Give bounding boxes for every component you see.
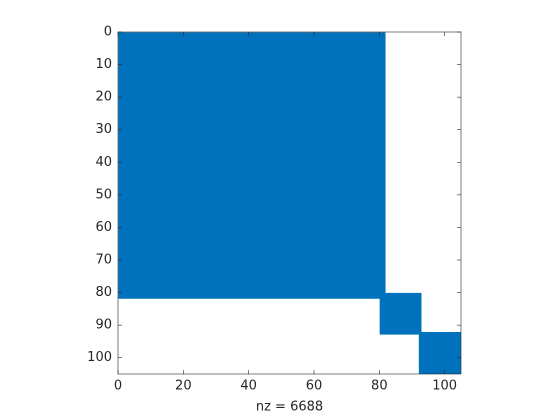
- nonzero-block: [418, 331, 461, 374]
- plot-area: [118, 32, 461, 374]
- nonzero-block: [118, 32, 386, 299]
- y-tick-label: 90: [95, 318, 112, 333]
- y-tick-label: 30: [95, 122, 112, 137]
- x-axis-label: nz = 6688: [256, 400, 323, 415]
- y-tick-label: 80: [95, 285, 112, 300]
- y-tick-label: 100: [87, 350, 112, 365]
- nonzero-block: [379, 292, 422, 335]
- y-tick-label: 20: [95, 90, 112, 105]
- y-tick-label: 10: [95, 57, 112, 72]
- x-tick-label: 40: [240, 379, 257, 394]
- x-tick-label: 100: [432, 379, 457, 394]
- y-tick-label: 40: [95, 155, 112, 170]
- x-tick-label: 80: [371, 379, 388, 394]
- x-tick-label: 60: [306, 379, 323, 394]
- y-tick-label: 0: [104, 25, 112, 40]
- x-tick-label: 20: [175, 379, 192, 394]
- x-tick-label: 0: [114, 379, 122, 394]
- y-tick-label: 70: [95, 253, 112, 268]
- axes-box: [117, 31, 462, 375]
- y-tick-label: 50: [95, 187, 112, 202]
- y-tick-label: 60: [95, 220, 112, 235]
